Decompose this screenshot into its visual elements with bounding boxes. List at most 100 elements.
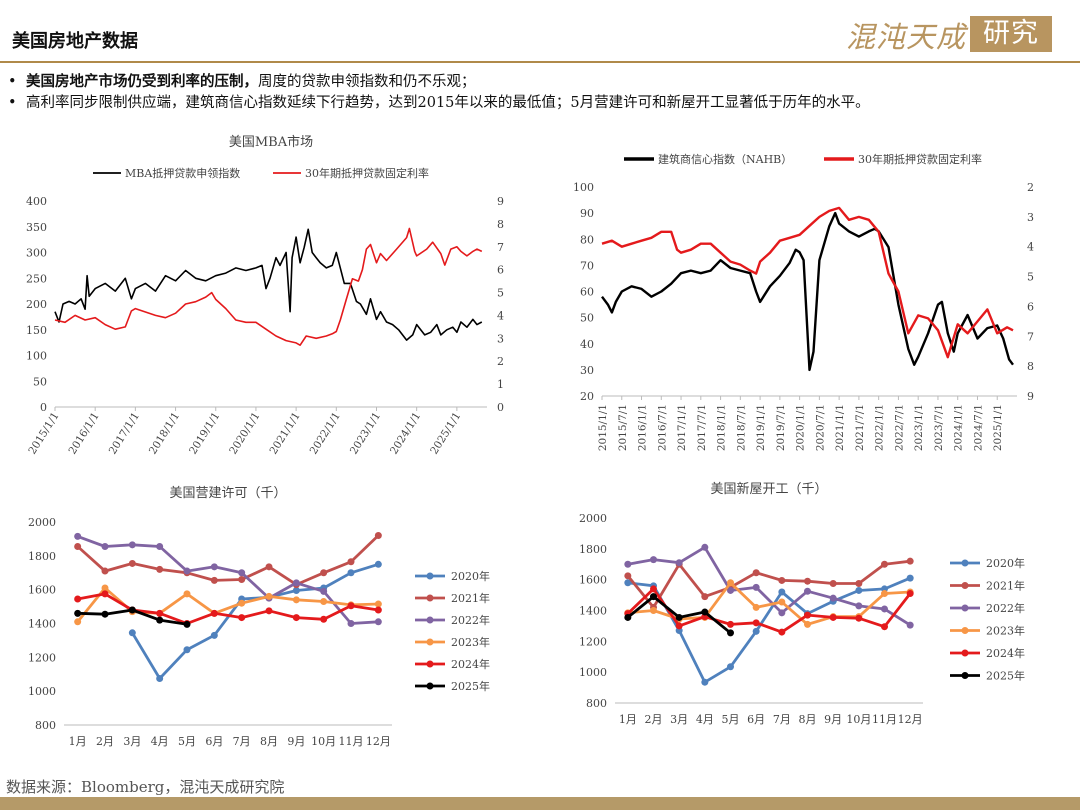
data-point (727, 629, 734, 637)
legend-label: 2022年 (451, 613, 490, 627)
y-tick-label: 1000 (28, 685, 56, 698)
x-tick-label: 2015/1/1 (597, 404, 609, 451)
y-right-tick-label: 6 (497, 264, 504, 277)
y-tick-label: 1400 (28, 618, 56, 631)
chart-title: 美国MBA市场 (229, 134, 313, 150)
y-left-tick-label: 80 (580, 233, 594, 246)
x-tick-label: 9月 (287, 735, 305, 748)
legend-marker (961, 627, 969, 634)
legend-marker (961, 604, 969, 612)
data-point (881, 623, 888, 631)
data-point (624, 572, 632, 580)
x-tick-label: 4月 (696, 713, 714, 726)
data-point (183, 590, 191, 598)
permits-chart: 美国营建许可（千） 800 1000 1200 1400 1600 1800 2000 1月 2月… (28, 486, 490, 748)
footer-bar (0, 797, 1080, 810)
data-point (675, 622, 683, 630)
x-tick-label: 1月 (69, 735, 87, 748)
data-point (374, 600, 382, 608)
series-line-2021年 (76, 534, 380, 586)
x-tick-label: 3月 (123, 735, 141, 748)
x-tick-label: 2018/1/1 (716, 404, 728, 451)
data-point (101, 584, 109, 592)
x-tick-label: 2022/1/1 (874, 404, 886, 451)
series-line-2024年 (77, 592, 379, 625)
starts-chart: 美国新屋开工（千） 800 1000 1200 1400 1600 1800 2000 1月 2月… (579, 481, 1025, 726)
data-point (101, 543, 109, 551)
legend-marker (426, 572, 434, 580)
data-point (675, 613, 683, 621)
header-divider (0, 61, 1080, 63)
legend-marker (961, 582, 969, 589)
data-point (701, 678, 709, 686)
y-right-tick-label: 6 (1027, 300, 1034, 313)
y-right-tick-label: 3 (1027, 211, 1034, 224)
data-point (829, 594, 837, 602)
data-point (292, 587, 300, 595)
data-point (855, 580, 863, 588)
logo-text: 混沌天成 (846, 20, 967, 54)
y-right-tick-label: 4 (497, 309, 504, 322)
x-tick-label: 2016/1/1 (67, 410, 102, 456)
logo-box: 研究院 (970, 16, 1052, 85)
data-point (855, 602, 863, 610)
data-point (752, 569, 760, 577)
legend-label: 2023年 (986, 624, 1025, 638)
y-right-tick-label: 2 (497, 355, 504, 368)
data-point (183, 567, 191, 575)
x-tick-label: 2019/1/1 (755, 404, 767, 451)
y-left-tick-label: 200 (26, 298, 47, 311)
data-point (320, 569, 328, 577)
data-point (374, 560, 382, 568)
y-tick-label: 1600 (28, 584, 56, 597)
data-point (778, 609, 786, 617)
x-tick-label: 2023/7/1 (933, 404, 945, 451)
y-left-tick-label: 70 (580, 259, 594, 272)
data-point (727, 620, 734, 628)
data-point (320, 615, 328, 623)
data-point (624, 613, 632, 621)
y-right-tick-label: 5 (1027, 271, 1034, 284)
logo-box-text: 研究院 (983, 18, 1039, 85)
legend-marker (426, 616, 434, 624)
legend-marker (961, 649, 969, 657)
y-tick-label: 1800 (28, 550, 56, 563)
data-point (727, 586, 734, 594)
y-tick-label: 1800 (579, 543, 607, 556)
data-point (101, 610, 109, 618)
data-point (265, 563, 273, 571)
y-left-tick-label: 50 (33, 375, 47, 388)
y-right-tick-label: 5 (497, 287, 504, 300)
x-tick-label: 2月 (645, 713, 663, 726)
data-point (624, 579, 632, 587)
data-point (374, 532, 382, 540)
series-line-2020年 (131, 562, 379, 680)
data-point (829, 613, 837, 621)
data-point (128, 606, 136, 614)
y-left-tick-label: 150 (26, 324, 47, 337)
y-right-tick-label: 7 (497, 241, 504, 254)
y-left-tick-label: 30 (580, 364, 594, 377)
x-tick-label: 2024/1/1 (953, 404, 965, 451)
bullet-2: • 高利率同步限制供应端，建筑商信心指数延续下行趋势，达到2015年以来的最低值；… (8, 95, 870, 111)
x-tick-label: 7月 (233, 735, 251, 748)
bullet-1: • 美国房地产市场仍受到利率的压制，周度的贷款申领指数和仍不乐观； (8, 73, 476, 90)
chart-title: 美国新屋开工（千） (710, 481, 827, 497)
y-right-tick-label: 2 (1027, 181, 1034, 194)
x-tick-label: 2021/7/1 (854, 404, 866, 451)
legend-label: 2020年 (986, 556, 1025, 570)
series-line-2020年 (627, 576, 911, 684)
x-tick-label: 6月 (205, 735, 223, 748)
data-point (320, 598, 328, 606)
data-point (804, 587, 811, 595)
legend-marker (426, 638, 434, 646)
data-point (183, 620, 191, 628)
x-tick-label: 11月 (872, 713, 897, 726)
data-point (906, 557, 914, 565)
x-tick-label: 12月 (898, 713, 923, 726)
x-tick-label: 2025/1/1 (428, 410, 463, 456)
data-point (238, 576, 246, 584)
data-point (156, 616, 164, 624)
y-left-tick-label: 350 (26, 221, 47, 234)
x-tick-label: 2023/1/1 (913, 404, 925, 451)
